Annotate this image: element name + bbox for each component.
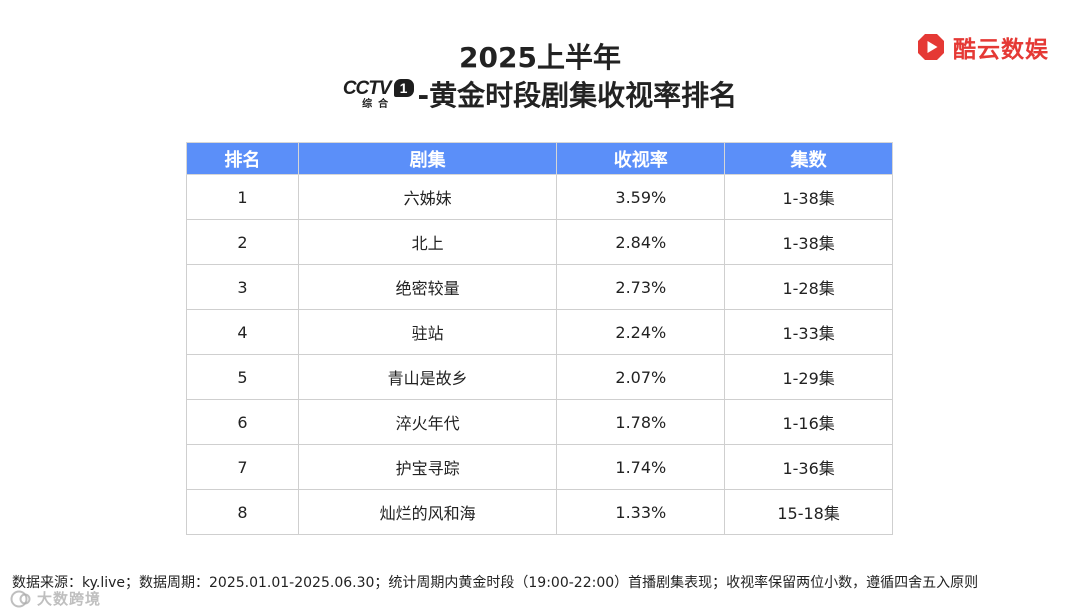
- cell-rating: 2.84%: [556, 219, 726, 265]
- cctv1-logo: CCTV 1 综合: [343, 79, 414, 110]
- cell-rating: 2.07%: [556, 354, 726, 400]
- table-row: 5 青山是故乡 2.07% 1-29集: [186, 354, 893, 400]
- cell-rating: 3.59%: [556, 174, 726, 220]
- table-row: 6 淬火年代 1.78% 1-16集: [186, 399, 893, 445]
- cell-rating: 2.24%: [556, 309, 726, 355]
- cell-rating: 1.74%: [556, 444, 726, 490]
- cell-rank: 8: [186, 489, 299, 535]
- cell-title: 绝密较量: [297, 264, 558, 310]
- table-row: 8 灿烂的风和海 1.33% 15-18集: [186, 489, 893, 535]
- cell-rank: 3: [186, 264, 299, 310]
- brand: 酷云数娱: [916, 30, 1049, 64]
- table-header-row: 排名 剧集 收视率 集数: [186, 142, 893, 175]
- cell-rank: 7: [186, 444, 299, 490]
- cell-episodes: 1-33集: [724, 309, 893, 355]
- cctv-logo-letters: CCTV: [342, 77, 392, 99]
- ranking-table: 排名 剧集 收视率 集数 1 六姊妹 3.59% 1-38集 2 北上 2.84…: [186, 142, 893, 535]
- cell-rating: 1.33%: [556, 489, 726, 535]
- page-title: 2025上半年: [459, 41, 621, 74]
- data-source-note: 数据来源：ky.live；数据周期：2025.01.01-2025.06.30；…: [12, 575, 979, 591]
- table-row: 1 六姊妹 3.59% 1-38集: [186, 174, 893, 220]
- cell-title: 北上: [297, 219, 558, 265]
- brand-name: 酷云数娱: [953, 37, 1049, 63]
- cell-rank: 4: [186, 309, 299, 355]
- cell-episodes: 15-18集: [724, 489, 893, 535]
- cell-rating: 2.73%: [556, 264, 726, 310]
- play-logo-icon: [918, 34, 944, 60]
- cell-episodes: 1-38集: [724, 219, 893, 265]
- header-rank: 排名: [186, 142, 299, 175]
- cell-title: 灿烂的风和海: [297, 489, 558, 535]
- cell-rank: 2: [186, 219, 299, 265]
- cell-episodes: 1-36集: [724, 444, 893, 490]
- table-row: 2 北上 2.84% 1-38集: [186, 219, 893, 265]
- header-episodes: 集数: [724, 142, 893, 175]
- cell-episodes: 1-16集: [724, 399, 893, 445]
- cell-title: 青山是故乡: [297, 354, 558, 400]
- cell-title: 护宝寻踪: [297, 444, 558, 490]
- cctv-logo-number: 1: [393, 79, 414, 97]
- cell-episodes: 1-38集: [724, 174, 893, 220]
- cell-title: 驻站: [297, 309, 558, 355]
- table-row: 7 护宝寻踪 1.74% 1-36集: [186, 444, 893, 490]
- cell-title: 六姊妹: [297, 174, 558, 220]
- cell-rank: 5: [186, 354, 299, 400]
- watermark: 大数跨境: [10, 588, 101, 609]
- page-subtitle: CCTV 1 综合 -黄金时段剧集收视率排名: [0, 74, 1080, 114]
- cell-title: 淬火年代: [297, 399, 558, 445]
- table-row: 4 驻站 2.24% 1-33集: [186, 309, 893, 355]
- header-rating: 收视率: [556, 142, 726, 175]
- cell-rank: 6: [186, 399, 299, 445]
- cell-rating: 1.78%: [556, 399, 726, 445]
- cell-episodes: 1-29集: [724, 354, 893, 400]
- subtitle-text: -黄金时段剧集收视率排名: [417, 79, 738, 112]
- cell-episodes: 1-28集: [724, 264, 893, 310]
- cctv-logo-cn: 综合: [362, 98, 395, 110]
- watermark-text: 大数跨境: [37, 590, 102, 608]
- cell-rank: 1: [186, 174, 299, 220]
- watermark-logo-icon: [10, 590, 31, 607]
- header-title: 剧集: [297, 142, 558, 175]
- table-row: 3 绝密较量 2.73% 1-28集: [186, 264, 893, 310]
